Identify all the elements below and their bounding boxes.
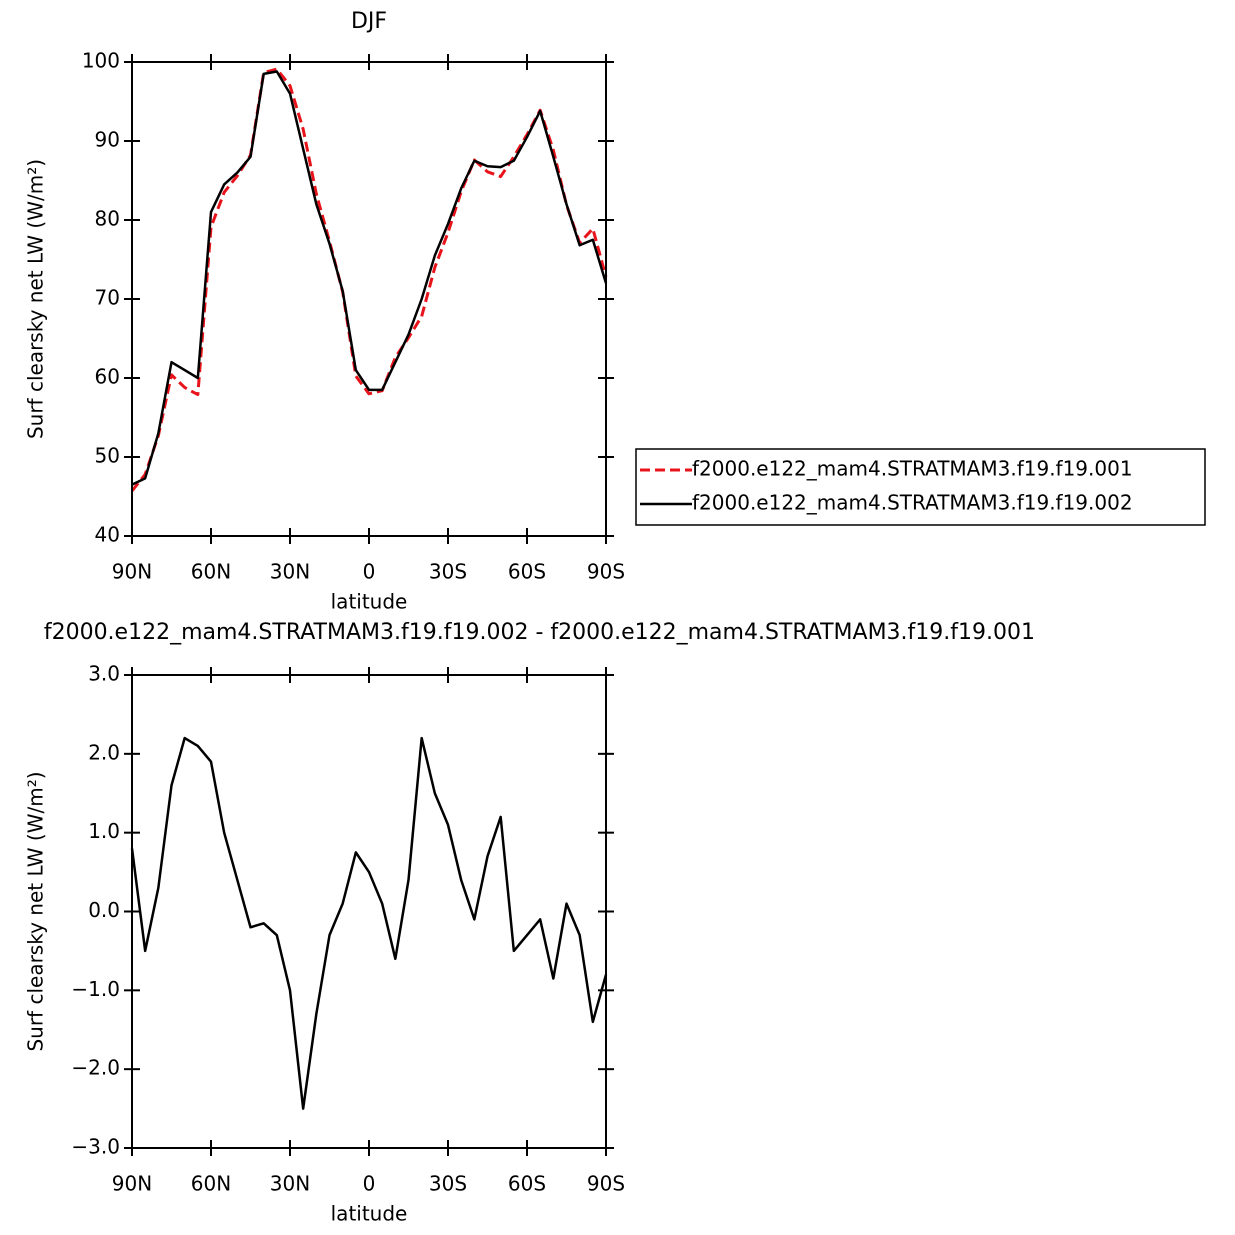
data-line [131,70,608,486]
x-tick-label: 0 [363,1172,376,1196]
y-tick-label: −2.0 [71,1056,120,1080]
plot-frame [131,674,607,1149]
y-tick-label: 70 [95,286,120,310]
legend-box [635,448,1206,526]
y-axis-label: Surf clearsky net LW (W/m²) [24,771,48,1051]
x-axis-label: latitude [331,590,408,614]
y-tick-label: 90 [95,128,120,152]
y-tick-label: 40 [95,523,120,547]
x-tick-label: 30S [429,560,467,584]
data-line [130,736,608,1110]
chart-title: DJF [351,9,387,34]
x-tick-label: 90N [112,560,152,584]
y-tick-label: 2.0 [88,740,120,764]
x-tick-label: 60S [508,560,546,584]
y-axis-label: Surf clearsky net LW (W/m²) [24,159,48,439]
y-tick-label: 60 [95,365,120,389]
y-tick-label: 50 [95,444,120,468]
x-tick-label: 30N [270,560,310,584]
x-tick-label: 60N [191,560,231,584]
x-tick-label: 30N [270,1172,310,1196]
data-line [130,67,608,492]
x-tick-label: 90S [587,560,625,584]
y-tick-label: 80 [95,207,120,231]
legend-label: f2000.e122_mam4.STRATMAM3.f19.f19.001 [692,457,1133,481]
plot-frame [131,61,607,537]
x-axis-label: latitude [331,1202,408,1226]
chart-title: f2000.e122_mam4.STRATMAM3.f19.f19.002 - … [44,620,1035,645]
y-tick-label: 1.0 [88,819,120,843]
x-tick-label: 30S [429,1172,467,1196]
y-tick-label: 0.0 [88,898,120,922]
legend-label: f2000.e122_mam4.STRATMAM3.f19.f19.002 [692,491,1133,515]
y-tick-label: 3.0 [88,662,120,686]
x-tick-label: 60N [191,1172,231,1196]
y-tick-label: 100 [82,49,120,73]
x-tick-label: 0 [363,560,376,584]
x-tick-label: 60S [508,1172,546,1196]
y-tick-label: −1.0 [71,977,120,1001]
x-tick-label: 90N [112,1172,152,1196]
y-tick-label: −3.0 [71,1135,120,1159]
x-tick-label: 90S [587,1172,625,1196]
